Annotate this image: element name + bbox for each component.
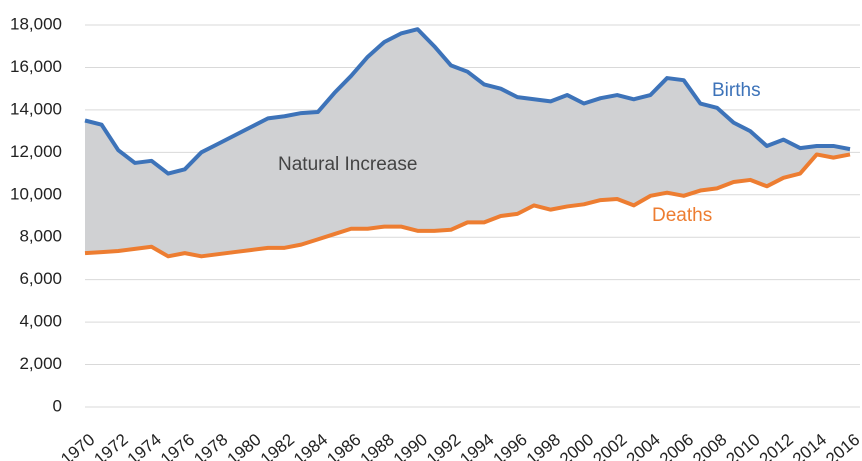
y-tick-label: 8,000 bbox=[19, 227, 62, 246]
y-tick-label: 4,000 bbox=[19, 312, 62, 331]
area-label: Natural Increase bbox=[278, 154, 417, 175]
y-tick-label: 18,000 bbox=[10, 14, 62, 33]
y-tick-label: 14,000 bbox=[10, 99, 62, 118]
y-tick-label: 2,000 bbox=[19, 354, 62, 373]
y-tick-label: 10,000 bbox=[10, 184, 62, 203]
natural-increase-area bbox=[85, 29, 850, 257]
series-label: Births bbox=[712, 80, 761, 101]
y-tick-label: 16,000 bbox=[10, 57, 62, 76]
series-line bbox=[84, 27, 851, 176]
y-tick-label: 6,000 bbox=[19, 269, 62, 288]
y-tick-label: 12,000 bbox=[10, 142, 62, 161]
series-line bbox=[84, 152, 851, 259]
series-label: Deaths bbox=[652, 205, 712, 226]
y-tick-label: 0 bbox=[53, 396, 62, 415]
